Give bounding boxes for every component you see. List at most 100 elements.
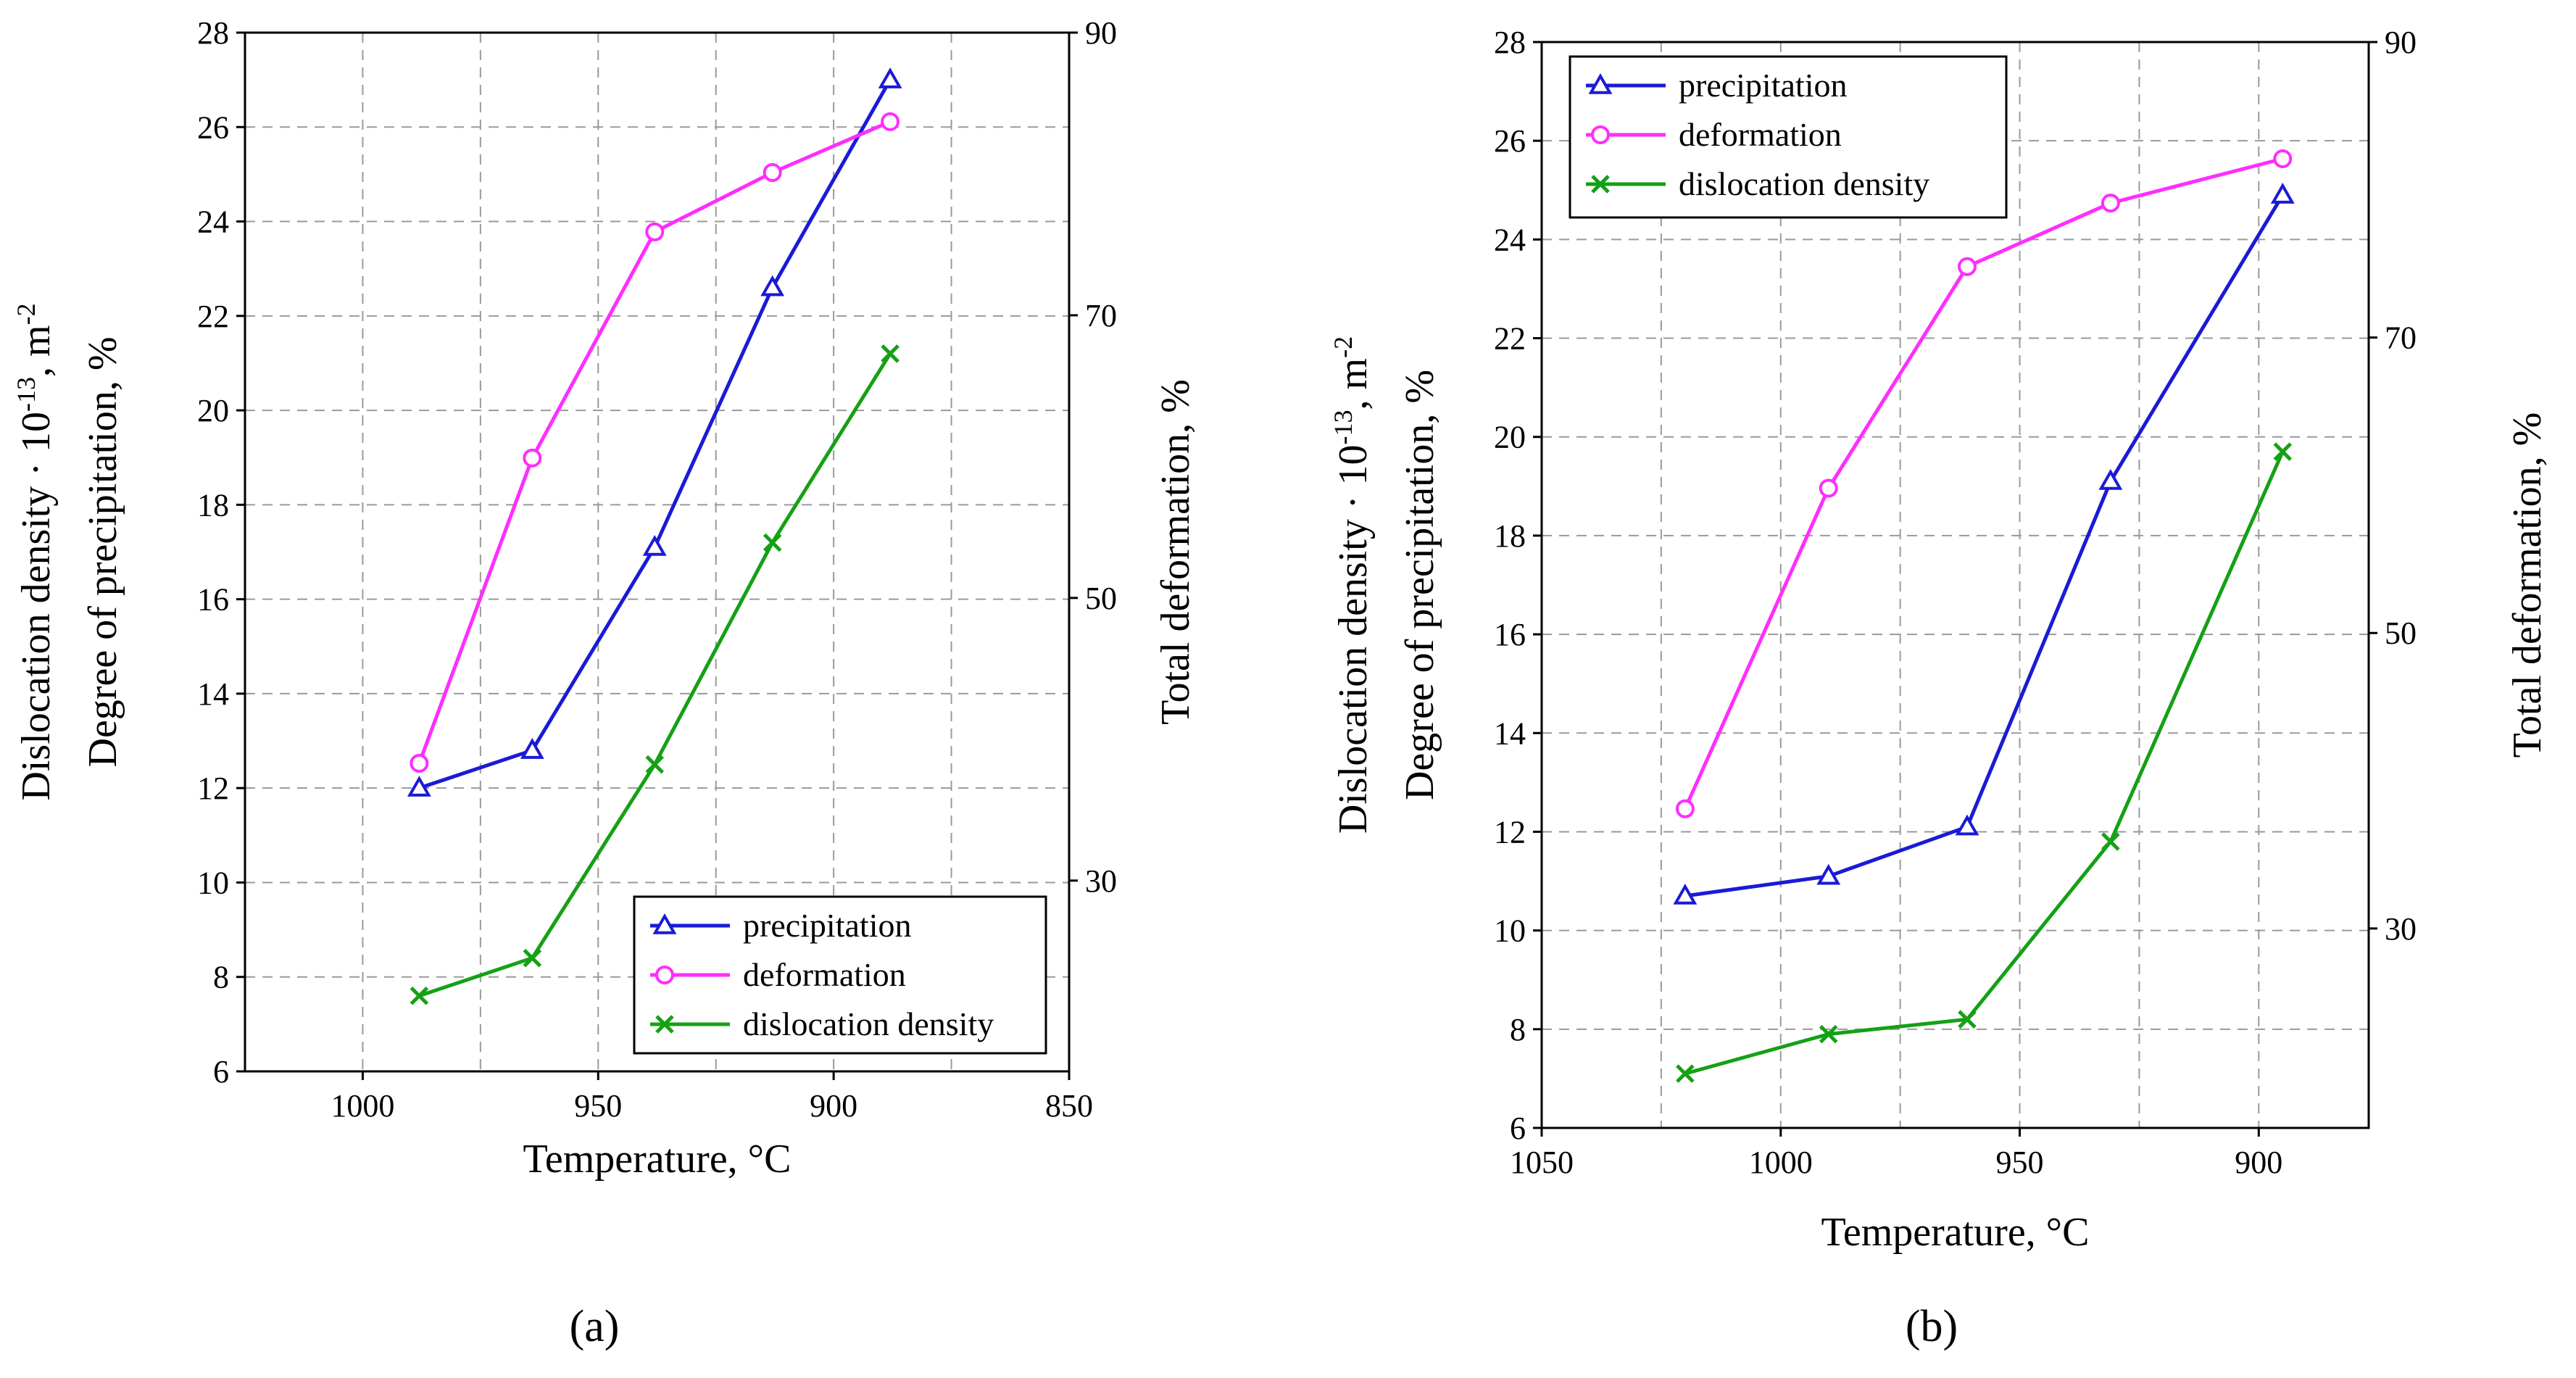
- y-axis-label-part: -2: [1329, 336, 1358, 358]
- data-point-deformation: [881, 112, 900, 131]
- data-point-precipitation: [642, 534, 667, 556]
- y-axis-label-part: Dislocation density · 10: [1331, 444, 1376, 834]
- data-point-dislocation-density: [881, 344, 899, 363]
- legend-swatch-marker: [1591, 175, 1610, 194]
- y-axis-label-line2: Degree of precipitation, %: [80, 337, 125, 768]
- legend-box: [1569, 55, 2008, 219]
- x-tick-label: 900: [2235, 1145, 2282, 1180]
- data-point-deformation: [1819, 478, 1838, 498]
- series-line-deformation: [417, 120, 892, 764]
- y-tick-label: 12: [197, 771, 229, 806]
- y2-tick-label: 50: [1085, 581, 1117, 616]
- x-tick-label: 950: [1996, 1145, 2044, 1180]
- y-tick-label: 10: [1494, 913, 1526, 949]
- data-point-dislocation-density-stroke-2: [763, 533, 782, 552]
- panel-label-a: (a): [570, 1302, 620, 1351]
- data-point-deformation: [523, 448, 542, 468]
- data-point-dislocation-density-stroke-2: [2101, 832, 2120, 851]
- y-tick-label: 24: [197, 204, 229, 240]
- data-point-dislocation-density: [2273, 442, 2293, 461]
- y2-tick-label: 90: [1085, 15, 1117, 51]
- y-axis-label-part: Dislocation density · 10: [14, 412, 59, 801]
- y-tick-label: 18: [1494, 518, 1526, 554]
- data-point-precipitation: [760, 275, 785, 296]
- y-tick-label: 28: [197, 15, 229, 51]
- x-axis-label: Temperature, °C: [1821, 1210, 2090, 1255]
- y2-tick-label: 70: [1085, 298, 1117, 333]
- x-tick-label: 1000: [1749, 1145, 1813, 1180]
- data-point-deformation: [645, 222, 665, 241]
- plot-frame: [244, 31, 1071, 1073]
- series-line-deformation: [1683, 157, 2283, 810]
- data-point-deformation: [2273, 149, 2293, 169]
- data-point-precipitation: [1816, 863, 1841, 885]
- y-tick-label: 24: [1494, 222, 1526, 257]
- y-tick-label: 10: [197, 865, 229, 900]
- data-point-deformation: [1957, 257, 1977, 276]
- y-tick-label: 14: [1494, 715, 1526, 751]
- y2-tick-label: 30: [1085, 863, 1117, 899]
- data-point-deformation: [2101, 194, 2120, 213]
- legend-label: precipitation: [1679, 67, 1847, 104]
- data-point-precipitation: [2270, 183, 2295, 204]
- data-point-deformation: [1675, 799, 1695, 818]
- data-point-dislocation-density: [645, 755, 665, 774]
- y-axis-label-line2: Degree of precipitation, %: [1397, 370, 1442, 800]
- chart-panel-a: (a) 6 8 10 12 14 16 18 20 22 24 26 28 30 50 70 90 1000 95…: [12, 15, 1198, 1351]
- y-tick-label: 6: [1510, 1111, 1526, 1146]
- data-point-dislocation-density: [2101, 832, 2120, 851]
- legend-label: precipitation: [743, 907, 911, 944]
- legend-swatch-marker: [655, 1015, 674, 1034]
- data-point-precipitation: [520, 738, 544, 759]
- y-tick-label: 20: [1494, 420, 1526, 455]
- data-point-precipitation: [1955, 814, 1979, 836]
- y-tick-label: 28: [1494, 25, 1526, 60]
- y-tick-label: 26: [1494, 123, 1526, 159]
- y-axis-label-part: , m: [14, 325, 59, 377]
- data-point-dislocation-density-stroke-2: [1958, 1010, 1977, 1029]
- legend-swatch-marker-stroke-2: [655, 1015, 674, 1034]
- y-tick-label: 22: [1494, 321, 1526, 357]
- x-tick-label: 850: [1045, 1088, 1093, 1124]
- data-point-deformation: [410, 753, 429, 773]
- data-point-dislocation-density-stroke-2: [523, 948, 542, 968]
- data-point-dislocation-density-stroke-2: [1676, 1064, 1695, 1083]
- x-tick-label: 950: [574, 1088, 622, 1124]
- panel-label-b: (b): [1906, 1302, 1958, 1351]
- y-tick-label: 16: [1494, 617, 1526, 652]
- data-point-dislocation-density-stroke-2: [2273, 442, 2293, 461]
- y2-tick-label: 50: [2385, 615, 2417, 651]
- y-axis-label-part: , m: [1331, 358, 1376, 410]
- series-line-dislocation-density: [1684, 451, 2285, 1076]
- data-point-dislocation-density: [1958, 1010, 1977, 1029]
- series-line-precipitation: [1684, 194, 2285, 898]
- x-axis-label: Temperature, °C: [523, 1137, 792, 1182]
- data-point-dislocation-density: [1819, 1024, 1838, 1044]
- data-point-dislocation-density-stroke-2: [881, 344, 899, 363]
- data-point-dislocation-density-stroke-2: [1819, 1024, 1838, 1044]
- legend-swatch-marker: [655, 966, 674, 984]
- data-point-precipitation: [407, 776, 431, 797]
- y-axis-label-part: -2: [12, 303, 41, 325]
- y-tick-label: 6: [213, 1054, 229, 1089]
- y2-tick-label: 70: [2385, 320, 2417, 356]
- data-point-precipitation: [878, 67, 902, 88]
- y-tick-label: 8: [1510, 1012, 1526, 1047]
- y-tick-label: 26: [197, 109, 229, 145]
- data-point-dislocation-density: [523, 948, 542, 968]
- data-point-dislocation-density: [763, 533, 782, 552]
- y2-axis-label: Total deformation, %: [1153, 379, 1198, 725]
- y-tick-label: 12: [1494, 814, 1526, 850]
- y-tick-label: 22: [197, 299, 229, 334]
- legend-label: deformation: [743, 956, 906, 993]
- x-tick-label: 1000: [331, 1088, 394, 1124]
- legend-swatch-marker-stroke-2: [1591, 175, 1610, 194]
- series-line-precipitation: [418, 78, 892, 790]
- x-tick-label: 1050: [1510, 1145, 1574, 1180]
- data-point-precipitation: [1673, 883, 1698, 905]
- y-axis-label-line1: Dislocation density · 10-13, m-2: [12, 303, 59, 800]
- data-point-dislocation-density: [1676, 1064, 1695, 1083]
- y-tick-label: 18: [197, 487, 229, 523]
- data-point-dislocation-density-stroke-2: [410, 987, 429, 1005]
